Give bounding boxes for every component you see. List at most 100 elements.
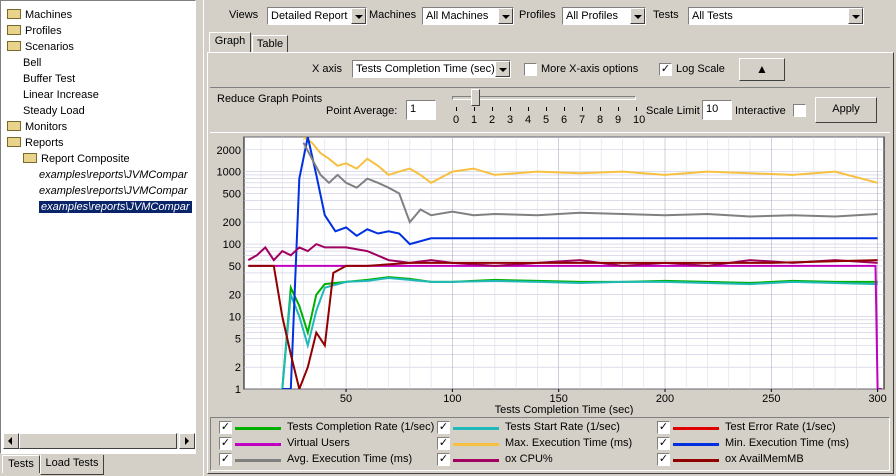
xaxis-select[interactable]: Tests Completion Time (sec) — [352, 60, 511, 78]
main-panel: Views Detailed Report Machines All Machi… — [203, 0, 896, 476]
legend-series-checkbox[interactable]: ✓ — [657, 437, 670, 450]
tree-panel: Machines Profiles Scenarios Bell Buffer Test… — [0, 0, 196, 454]
legend-series-checkbox[interactable]: ✓ — [219, 421, 232, 434]
scroll-left-button[interactable] — [3, 433, 19, 449]
tree-item[interactable]: Scenarios — [7, 39, 74, 55]
slider-tick-mark — [564, 107, 565, 111]
tests-dropdown-button[interactable] — [848, 8, 863, 24]
tab-table[interactable]: Table — [252, 35, 288, 53]
slider-tick-mark — [600, 107, 601, 111]
x-tick-label: 150 — [550, 393, 568, 405]
checkmark-icon: ✓ — [220, 421, 231, 433]
views-dropdown-button[interactable] — [351, 8, 366, 24]
series-line-virtual-users — [248, 264, 882, 389]
views-label: Views — [229, 9, 259, 21]
legend-series-checkbox[interactable]: ✓ — [657, 421, 670, 434]
tree-item[interactable]: Reports — [7, 135, 64, 151]
tree-item[interactable]: Monitors — [7, 119, 67, 135]
slider-tick-mark — [582, 107, 583, 111]
tab-table-label: Table — [256, 38, 284, 50]
machines-select-value: All Machines — [426, 10, 489, 22]
tree-item-label: Machines — [25, 9, 73, 21]
checkmark-icon: ✓ — [220, 437, 231, 449]
y-tick-label: 50 — [229, 261, 241, 273]
legend-series-checkbox[interactable]: ✓ — [437, 437, 450, 450]
legend-label: ox AvailMemMB — [725, 453, 804, 465]
legend-swatch — [673, 443, 719, 446]
slider-thumb[interactable] — [471, 89, 480, 106]
chevron-down-icon — [502, 15, 510, 19]
legend-item[interactable]: ✓ Test Error Rate (1/sec) — [657, 421, 872, 435]
legend-item[interactable]: ✓ Tests Start Rate (1/sec) — [437, 421, 652, 435]
reduce-group-label: Reduce Graph Points — [217, 93, 323, 105]
legend-item[interactable]: ✓ Min. Execution Time (ms) — [657, 437, 872, 451]
tab-load-tests[interactable]: Load Tests — [40, 455, 104, 475]
machines-select[interactable]: All Machines — [422, 7, 514, 25]
tree-item[interactable]: Profiles — [7, 23, 62, 39]
tree-horizontal-scrollbar[interactable] — [3, 433, 195, 449]
series-line-avg-execution-time-ms — [302, 142, 878, 225]
legend-swatch — [453, 459, 499, 462]
tree-item[interactable]: Bell — [23, 55, 41, 71]
more-xaxis-label: More X-axis options — [541, 63, 639, 75]
xaxis-dropdown-button[interactable] — [495, 61, 510, 77]
legend-series-checkbox[interactable]: ✓ — [219, 437, 232, 450]
views-select[interactable]: Detailed Report — [267, 7, 367, 25]
legend-item[interactable]: ✓ Tests Completion Rate (1/sec) — [219, 421, 434, 435]
profiles-select[interactable]: All Profiles — [562, 7, 646, 25]
sort-order-button[interactable]: ▲ — [739, 58, 785, 81]
legend-series-checkbox[interactable]: ✓ — [219, 453, 232, 466]
x-tick-label: 200 — [656, 393, 674, 405]
legend-series-checkbox[interactable]: ✓ — [437, 453, 450, 466]
checkmark-icon: ✓ — [660, 63, 671, 75]
legend-item[interactable]: ✓ ox CPU% — [437, 453, 652, 467]
y-tick-label: 500 — [223, 188, 241, 200]
tree-item[interactable]: Buffer Test — [23, 71, 75, 87]
tree-item[interactable]: Machines — [7, 7, 72, 23]
slider-tick-mark — [618, 107, 619, 111]
legend-item[interactable]: ✓ Max. Execution Time (ms) — [437, 437, 652, 451]
tree-item[interactable]: examples\reports\JVMCompar — [39, 183, 188, 199]
legend-item[interactable]: ✓ Avg. Execution Time (ms) — [219, 453, 434, 467]
tree-item[interactable]: Report Composite — [23, 151, 130, 167]
project-tree[interactable]: Machines Profiles Scenarios Bell Buffer Test… — [3, 7, 195, 427]
legend-item[interactable]: ✓ Virtual Users — [219, 437, 434, 451]
splitter[interactable] — [197, 0, 202, 476]
profiles-dropdown-button[interactable] — [630, 8, 645, 24]
slider-tick-label: 5 — [543, 114, 550, 126]
point-average-label: Point Average: — [326, 105, 398, 117]
tests-select[interactable]: All Tests — [688, 7, 864, 25]
more-xaxis-checkbox[interactable] — [524, 63, 537, 76]
folder-open-icon — [23, 153, 37, 164]
apply-button[interactable]: Apply — [815, 97, 877, 123]
tree-item[interactable]: examples\reports\JVMCompar — [39, 199, 192, 215]
point-average-input[interactable]: 1 — [406, 100, 436, 120]
log-scale-checkbox[interactable]: ✓ — [659, 63, 672, 76]
slider-tick-mark — [528, 107, 529, 111]
interactive-checkbox[interactable] — [793, 104, 806, 117]
machines-dropdown-button[interactable] — [498, 8, 513, 24]
legend-series-checkbox[interactable]: ✓ — [437, 421, 450, 434]
slider-tick-label: 8 — [597, 114, 604, 126]
tree-item-label: Profiles — [25, 25, 62, 37]
point-average-slider[interactable]: 0 1 2 3 4 5 6 7 8 9 10 — [448, 89, 645, 133]
interactive-label: Interactive — [735, 105, 786, 117]
legend-item[interactable]: ✓ ox AvailMemMB — [657, 453, 872, 467]
scale-limit-input[interactable]: 10 — [702, 100, 732, 120]
slider-tick-label: 10 — [633, 114, 646, 126]
chevron-down-icon — [355, 15, 363, 19]
tree-item[interactable]: Linear Increase — [23, 87, 99, 103]
series-line-max-execution-time-ms — [302, 137, 878, 184]
tree-item[interactable]: Steady Load — [23, 103, 85, 119]
tree-item[interactable]: examples\reports\JVMCompar — [39, 167, 188, 183]
tab-graph[interactable]: Graph — [209, 32, 251, 53]
scroll-left-icon — [8, 437, 12, 445]
scroll-thumb[interactable] — [19, 433, 177, 449]
legend-series-checkbox[interactable]: ✓ — [657, 453, 670, 466]
scroll-right-button[interactable] — [179, 433, 195, 449]
checkmark-icon: ✓ — [438, 421, 449, 433]
tests-label: Tests — [653, 9, 679, 21]
folder-icon — [7, 25, 21, 36]
legend-label: Avg. Execution Time (ms) — [287, 453, 413, 465]
tab-tests[interactable]: Tests — [2, 455, 40, 473]
